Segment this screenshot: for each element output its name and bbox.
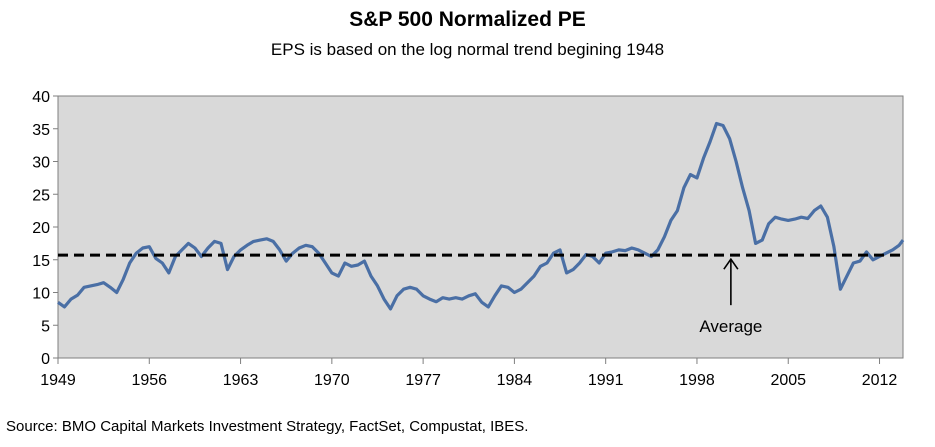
average-arrow-icon bbox=[723, 257, 739, 270]
y-tick-label: 20 bbox=[32, 220, 50, 237]
y-tick-label: 10 bbox=[32, 286, 50, 303]
x-tick-label: 1984 bbox=[497, 372, 533, 389]
plot-area bbox=[57, 95, 904, 359]
x-tick-label: 1991 bbox=[588, 372, 624, 389]
source-note: Source: BMO Capital Markets Investment S… bbox=[6, 418, 529, 435]
x-tick-label: 1956 bbox=[131, 372, 167, 389]
y-tick-label: 40 bbox=[32, 89, 50, 106]
chart-subtitle: EPS is based on the log normal trend beg… bbox=[270, 40, 665, 59]
x-tick-label: 1949 bbox=[40, 372, 76, 389]
y-tick-label: 15 bbox=[32, 253, 50, 270]
x-tick-label: 1970 bbox=[314, 372, 350, 389]
y-tick-label: 35 bbox=[32, 122, 50, 139]
x-tick-label: 1963 bbox=[223, 372, 259, 389]
x-tick-label: 1998 bbox=[679, 372, 715, 389]
x-tick-label: 2012 bbox=[862, 372, 898, 389]
x-tick-label: 1977 bbox=[405, 372, 441, 389]
y-tick-label: 0 bbox=[41, 351, 50, 368]
average-annotation-label: Average bbox=[699, 317, 762, 336]
y-axis: 0 5 10 15 20 25 30 35 40 bbox=[32, 89, 59, 368]
y-tick-label: 25 bbox=[32, 187, 50, 204]
line-chart: 0 5 10 15 20 25 30 35 40 1949 1956 1963 1970 1977 198… bbox=[32, 89, 905, 389]
chart-title: S&P 500 Normalized PE bbox=[349, 8, 586, 31]
y-tick-label: 30 bbox=[32, 155, 50, 172]
series-line-normalized-pe bbox=[57, 121, 905, 311]
y-tick-label: 5 bbox=[41, 318, 50, 335]
x-tick-label: 2005 bbox=[770, 372, 806, 389]
x-axis: 1949 1956 1963 1970 1977 1984 1991 1998 2005 2012 bbox=[40, 357, 903, 389]
